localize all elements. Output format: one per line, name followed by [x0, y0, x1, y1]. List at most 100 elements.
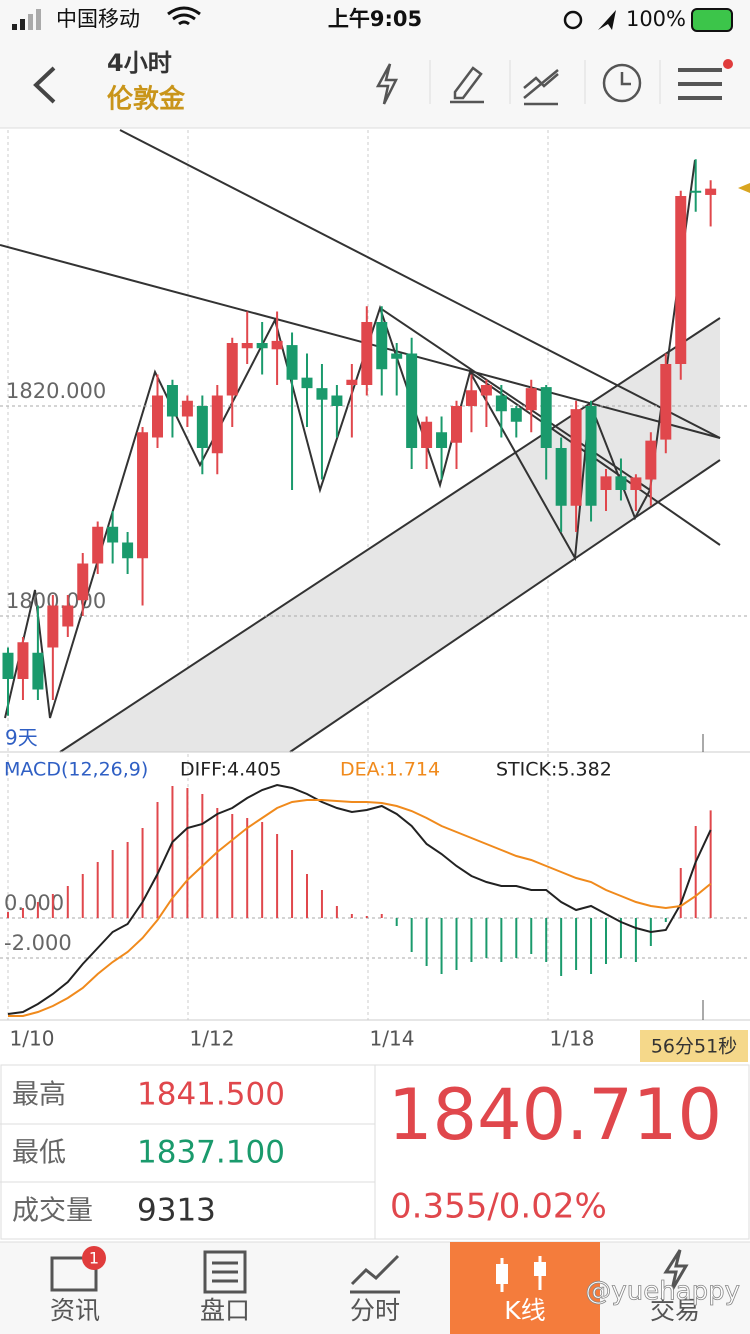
candle-body	[705, 188, 717, 195]
high-label: 最高	[12, 1080, 66, 1111]
history-button[interactable]	[602, 63, 642, 103]
candle-body	[241, 343, 253, 349]
clock: 上午9:05	[328, 7, 422, 31]
candle-body	[510, 408, 522, 422]
kline-icon-body	[534, 1262, 546, 1276]
candle-body	[256, 343, 268, 349]
x-label: 1/10	[10, 1027, 55, 1051]
status-bar	[0, 0, 750, 40]
low-value: 1837.100	[137, 1135, 285, 1171]
period: 4小时	[107, 49, 172, 77]
lock-icon	[563, 10, 583, 30]
candle-body	[361, 322, 373, 385]
candle-body	[331, 395, 343, 406]
candle-body	[630, 477, 642, 490]
candle-body	[47, 605, 59, 648]
candle-body	[600, 476, 612, 490]
candle-body	[77, 563, 89, 601]
candle-body	[555, 448, 567, 506]
diff-label: DIFF:4.405	[180, 759, 281, 781]
book-icon	[203, 1250, 247, 1294]
candle-body	[540, 387, 552, 448]
book-lines	[212, 1261, 238, 1283]
candle-body	[62, 605, 74, 627]
active-tab-bg	[450, 1242, 600, 1334]
last-price: 1840.710	[388, 1074, 722, 1156]
candle-body	[211, 395, 223, 454]
stick-label: STICK:5.382	[496, 759, 612, 781]
candle-body	[17, 642, 29, 679]
candle-body	[570, 409, 582, 506]
price-arrow	[738, 183, 750, 193]
y-tick-label: -2.000	[4, 931, 72, 955]
x-label: 1/14	[370, 1027, 415, 1051]
flash-button[interactable]	[375, 63, 399, 105]
high-value: 1841.500	[137, 1077, 285, 1113]
candle-body	[525, 388, 537, 411]
x-label: 1/12	[190, 1027, 235, 1051]
battery-text: 100%	[626, 7, 686, 31]
candle-body	[2, 652, 14, 679]
x-label: 1/18	[550, 1027, 595, 1051]
lines-button[interactable]	[523, 69, 559, 106]
battery-icon	[691, 8, 733, 32]
range-label: 9天	[5, 726, 38, 750]
dea-line	[8, 799, 712, 1017]
candle-body	[436, 432, 448, 448]
candle-body	[451, 406, 462, 443]
news-icon	[50, 1256, 98, 1292]
clock-hands	[620, 72, 631, 86]
candle-body	[615, 476, 627, 490]
candle-body	[166, 385, 178, 417]
tab-label[interactable]: 资讯	[50, 1296, 100, 1325]
kline-icon-body	[496, 1264, 508, 1284]
candle-body	[495, 395, 507, 412]
trade-icon	[663, 1249, 689, 1291]
candle-body	[465, 390, 477, 406]
candle-body	[286, 345, 298, 380]
badge-text: 1	[89, 1249, 99, 1268]
candle-body	[675, 196, 687, 364]
carrier: 中国移动	[56, 7, 140, 31]
candle-body	[122, 542, 134, 559]
tab-label[interactable]: 交易	[650, 1296, 700, 1325]
menu-button[interactable]	[678, 68, 722, 100]
tab-label[interactable]: K线	[504, 1296, 545, 1325]
instrument-name: 伦敦金	[107, 84, 186, 115]
candle-body	[660, 364, 672, 440]
candle-body	[271, 340, 283, 350]
candle-body	[690, 190, 702, 193]
countdown: 56分51秒	[651, 1036, 737, 1058]
tab-label[interactable]: 盘口	[200, 1296, 250, 1325]
candle-body	[137, 432, 149, 559]
candle-body	[585, 406, 597, 506]
tab-label[interactable]: 分时	[350, 1296, 400, 1325]
low-label: 最低	[12, 1138, 66, 1169]
candle-body	[107, 526, 119, 543]
volume-label: 成交量	[12, 1196, 93, 1227]
quote-borders	[0, 1064, 750, 1240]
candle-body	[196, 406, 208, 448]
menu-dot	[723, 59, 733, 69]
badge	[82, 1246, 106, 1270]
candle-body	[480, 385, 492, 396]
volume-value: 9313	[137, 1193, 216, 1229]
candle-body	[92, 526, 104, 564]
diff-line	[7, 783, 712, 1015]
wifi-icon	[167, 6, 201, 26]
y-tick-label: 0.000	[4, 891, 64, 915]
tab-bar	[0, 1242, 750, 1334]
watermark: @yuehappy	[585, 1277, 740, 1307]
countdown-box	[640, 1030, 748, 1062]
candle-body	[645, 440, 657, 480]
dea-label: DEA:1.714	[340, 759, 440, 781]
candle-body	[152, 395, 163, 438]
draw-button[interactable]	[450, 66, 484, 104]
location-icon	[598, 10, 616, 30]
candle-body	[376, 322, 388, 370]
candle-body	[226, 343, 238, 396]
back-button[interactable]	[33, 66, 56, 104]
y-tick-label: 1820.000	[6, 379, 106, 403]
candle-body	[391, 353, 403, 359]
